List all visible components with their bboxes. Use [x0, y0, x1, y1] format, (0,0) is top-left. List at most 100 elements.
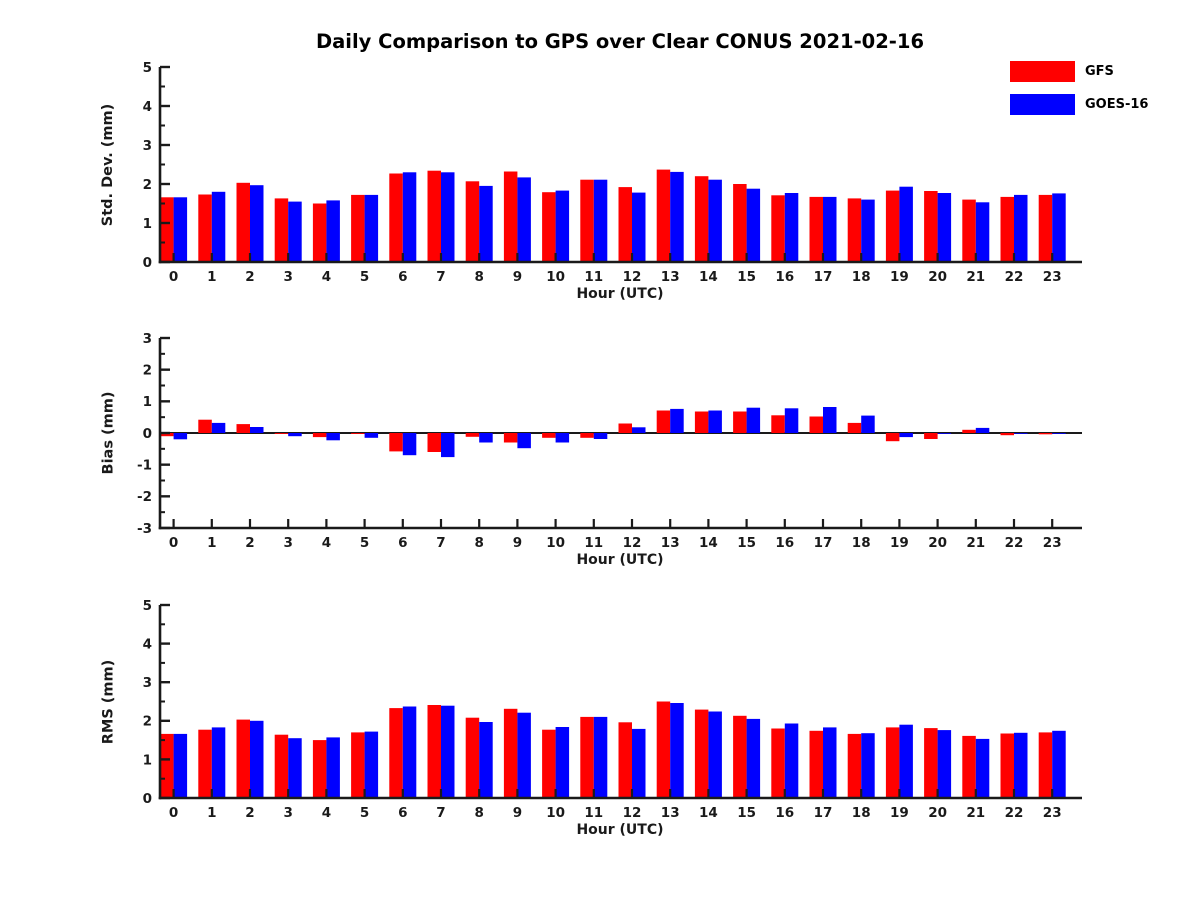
- bar-goes-16-h11: [593, 716, 608, 798]
- x-tick-label: 21: [966, 805, 985, 821]
- x-tick-label: 6: [398, 269, 407, 285]
- bar-goes-16-h15: [746, 407, 761, 433]
- bar-gfs-h11: [580, 179, 594, 262]
- bar-gfs-h11: [580, 716, 594, 798]
- bar-goes-16-h14: [708, 711, 722, 798]
- x-tick-label: 0: [169, 805, 178, 821]
- bar-goes-16-h23: [1052, 193, 1066, 262]
- bar-goes-16-h11: [593, 433, 608, 439]
- bar-goes-16-h20: [937, 730, 952, 798]
- bar-gfs-h15: [733, 184, 747, 262]
- y-axis-label-std-dev: Std. Dev. (mm): [100, 103, 117, 226]
- bar-gfs-h4: [312, 203, 327, 262]
- x-tick-label: 9: [513, 269, 522, 285]
- bar-goes-16-h7: [441, 172, 455, 262]
- bar-gfs-h14: [694, 411, 709, 433]
- bar-gfs-h23: [1038, 433, 1053, 435]
- bar-goes-16-h19: [899, 433, 913, 438]
- x-tick-label: 11: [584, 805, 603, 821]
- bar-goes-16-h7: [441, 705, 455, 798]
- x-tick-label: 3: [283, 535, 292, 551]
- bar-gfs-h17: [809, 416, 823, 433]
- bar-goes-16-h2: [250, 185, 264, 262]
- x-tick-label: 16: [775, 805, 794, 821]
- bar-gfs-h15: [733, 715, 747, 798]
- bar-gfs-h7: [427, 433, 441, 452]
- bar-goes-16-h11: [593, 179, 608, 262]
- bar-goes-16-h10: [555, 727, 570, 798]
- x-tick-label: 15: [737, 269, 756, 285]
- bar-gfs-h12: [618, 187, 632, 262]
- x-tick-label: 17: [814, 535, 833, 551]
- bar-gfs-h9: [503, 171, 518, 262]
- y-tick-label: -1: [137, 458, 152, 474]
- x-tick-label: 7: [436, 269, 445, 285]
- bar-gfs-h0: [160, 197, 174, 262]
- bar-goes-16-h1: [211, 422, 226, 433]
- bar-goes-16-h22: [1014, 194, 1028, 262]
- bar-gfs-h16: [771, 728, 785, 798]
- bar-goes-16-h19: [899, 724, 913, 798]
- x-tick-label: 4: [322, 805, 331, 821]
- x-tick-label: 21: [966, 535, 985, 551]
- x-tick-label: 13: [661, 269, 680, 285]
- bar-gfs-h14: [694, 709, 709, 798]
- bar-gfs-h3: [274, 433, 289, 434]
- bar-gfs-h22: [1000, 196, 1014, 262]
- y-axis-label-bias: Bias (mm): [100, 391, 116, 475]
- bar-goes-16-h10: [555, 433, 570, 443]
- x-tick-label: 15: [737, 535, 756, 551]
- x-tick-label: 2: [245, 269, 254, 285]
- y-tick-label: 2: [143, 714, 152, 730]
- y-tick-label: 1: [143, 394, 152, 410]
- x-tick-label: 7: [436, 805, 445, 821]
- bar-goes-16-h12: [632, 427, 646, 433]
- bar-gfs-h7: [427, 170, 441, 262]
- bar-goes-16-h10: [555, 190, 570, 262]
- x-tick-label: 20: [928, 535, 947, 551]
- legend-entry-goes16: GOES-16: [1010, 94, 1148, 115]
- x-tick-label: 0: [169, 269, 178, 285]
- y-tick-label: 3: [143, 138, 152, 154]
- y-tick-label: 0: [143, 255, 152, 271]
- bar-goes-16-h4: [326, 737, 340, 798]
- bar-goes-16-h22: [1014, 433, 1028, 434]
- bar-gfs-h22: [1000, 733, 1014, 798]
- x-axis-label-bias: Hour (UTC): [576, 552, 664, 568]
- chart-title: Daily Comparison to GPS over Clear CONUS…: [315, 30, 925, 53]
- bar-goes-16-h5: [364, 433, 379, 438]
- bar-gfs-h21: [962, 429, 976, 433]
- subplot-rms: 0 1 2 3 4 5 0 1 2 3 4 5 6 7 8 9 10 11 12 13 14 15 16 17 18 19 20 21…: [0, 585, 1200, 858]
- bar-gfs-h18: [847, 422, 862, 433]
- legend-label-goes16: GOES-16: [1085, 97, 1149, 112]
- bar-goes-16-h13: [670, 408, 684, 433]
- bar-gfs-h15: [733, 411, 747, 433]
- y-tick-label: 0: [143, 426, 152, 442]
- x-tick-label: 19: [890, 805, 909, 821]
- x-tick-label: 22: [1005, 805, 1024, 821]
- bar-goes-16-h3: [288, 738, 302, 798]
- bar-gfs-h20: [924, 191, 938, 262]
- bar-goes-16-h9: [517, 433, 531, 449]
- bar-goes-16-h14: [708, 410, 722, 433]
- x-tick-label: 21: [966, 269, 985, 285]
- bar-goes-16-h7: [441, 433, 455, 458]
- x-tick-label: 19: [890, 535, 909, 551]
- x-tick-label: 23: [1043, 269, 1062, 285]
- legend-swatch-goes16: [1010, 94, 1075, 115]
- bar-goes-16-h0: [173, 433, 188, 440]
- x-tick-label: 14: [699, 805, 718, 821]
- bar-gfs-h20: [924, 728, 938, 798]
- bar-goes-16-h8: [479, 433, 493, 443]
- bar-goes-16-h16: [784, 408, 799, 433]
- x-tick-label: 2: [245, 805, 254, 821]
- bar-gfs-h10: [542, 729, 556, 798]
- x-tick-label: 1: [207, 269, 216, 285]
- bar-gfs-h12: [618, 722, 632, 798]
- legend-label-gfs: GFS: [1085, 64, 1114, 79]
- bar-gfs-h13: [656, 169, 671, 262]
- bar-gfs-h8: [465, 433, 480, 437]
